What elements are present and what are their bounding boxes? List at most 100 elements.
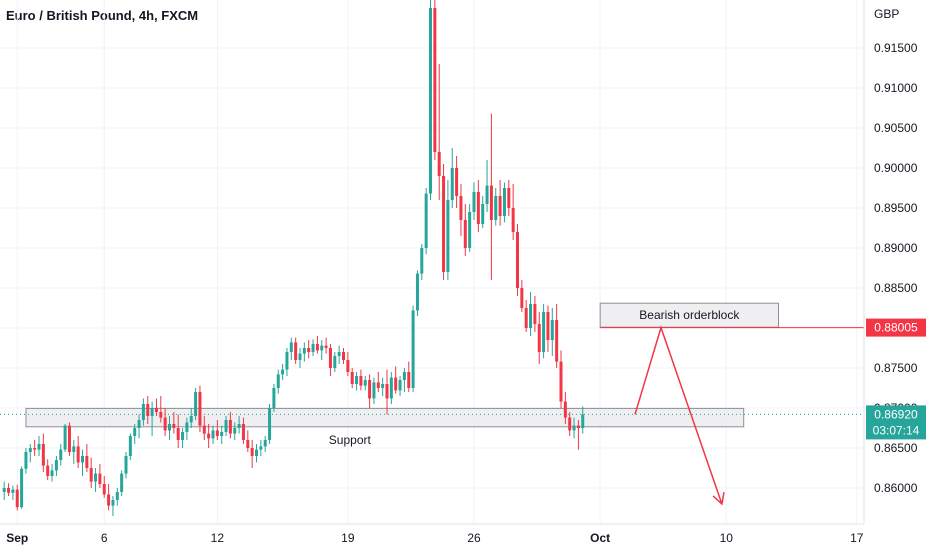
candle-up	[63, 424, 67, 452]
candle-body	[350, 372, 354, 384]
candle-body	[324, 345, 328, 348]
candle-up	[128, 433, 132, 460]
candle-body	[576, 425, 580, 428]
candle-body	[46, 465, 50, 476]
candle-body	[181, 432, 185, 440]
candle-body	[220, 432, 224, 436]
candle-body	[120, 473, 124, 492]
candle-up	[398, 376, 402, 396]
candle-body	[176, 428, 180, 440]
candle-down	[342, 348, 345, 364]
candle-down	[241, 417, 245, 444]
time-tick-label: Oct	[590, 531, 610, 545]
candle-up	[150, 401, 154, 436]
candle-body	[311, 344, 315, 352]
candle-up	[363, 376, 367, 391]
candle-down	[294, 337, 298, 364]
candle-up	[237, 416, 241, 434]
candle-up	[185, 417, 189, 440]
candle-body	[572, 425, 576, 431]
candle-body	[2, 488, 6, 492]
candle-body	[263, 440, 267, 447]
candle-down	[85, 444, 89, 472]
time-tick-label: Sep	[6, 531, 28, 545]
candle-down	[98, 464, 102, 488]
candle-body	[476, 192, 480, 224]
candle-body	[472, 192, 476, 212]
candle-body	[54, 460, 58, 471]
price-axis-bg[interactable]	[864, 0, 932, 550]
candle-up	[450, 148, 454, 208]
candle-up	[181, 428, 185, 448]
candle-down	[520, 280, 524, 312]
candle-up	[355, 372, 359, 391]
candle-body	[7, 488, 11, 493]
candle-body	[15, 489, 19, 508]
candle-body	[302, 348, 306, 354]
candle-up	[255, 444, 258, 463]
candle-body	[59, 449, 63, 460]
candle-down	[176, 414, 180, 448]
candle-body	[581, 414, 585, 428]
candle-body	[67, 425, 71, 452]
candle-body	[85, 456, 89, 468]
candle-body	[455, 168, 459, 196]
candle-down	[563, 392, 567, 424]
candle-up	[446, 180, 450, 280]
candle-up	[424, 188, 428, 255]
candle-body	[498, 196, 502, 216]
candle-body	[76, 446, 80, 463]
candle-up	[120, 470, 124, 496]
candle-down	[533, 296, 537, 332]
candle-body	[550, 320, 554, 340]
candle-up	[124, 452, 128, 479]
price-tick-label: 0.89000	[874, 241, 918, 255]
candle-up	[20, 466, 24, 509]
candle-body	[185, 422, 189, 432]
candle-body	[555, 320, 559, 362]
projection-path	[634, 325, 723, 505]
candle-body	[376, 382, 380, 388]
candle-down	[159, 396, 163, 423]
candle-body	[437, 152, 441, 176]
candle-body	[450, 168, 454, 200]
candle-body	[276, 374, 280, 388]
candle-up	[572, 417, 576, 439]
candle-up	[28, 444, 32, 463]
candle-body	[281, 369, 285, 375]
candle-down	[324, 337, 328, 354]
candle-up	[285, 348, 289, 376]
price-tick-label: 0.91000	[874, 81, 918, 95]
candle-body	[529, 304, 533, 328]
price-badges: 0.88005 0.86920 03:07:14	[866, 318, 926, 440]
candle-down	[568, 412, 572, 436]
candle-body	[89, 468, 93, 482]
price-tick-label: 0.86500	[874, 441, 918, 455]
candle-body	[289, 342, 293, 352]
candle-body	[294, 342, 298, 360]
candle-body	[563, 401, 567, 418]
price-tick-label: 0.90000	[874, 161, 918, 175]
candle-up	[337, 345, 341, 364]
chart-title: Euro / British Pound, 4h, FXCM	[6, 8, 199, 23]
candle-up	[494, 188, 498, 226]
candle-up	[211, 425, 215, 444]
candle-down	[154, 398, 158, 416]
candle-up	[276, 369, 280, 394]
candle-body	[20, 468, 24, 508]
candle-body	[198, 392, 202, 426]
candle-body	[137, 420, 141, 428]
candle-up	[302, 342, 306, 362]
candle-down	[202, 416, 206, 440]
candle-down	[407, 361, 411, 392]
candles	[2, 0, 585, 516]
candle-body	[41, 444, 45, 466]
candle-body	[459, 196, 463, 220]
candle-down	[207, 424, 211, 448]
candle-down	[250, 440, 254, 468]
candle-down	[215, 420, 219, 440]
candle-down	[368, 374, 372, 408]
candle-body	[272, 388, 276, 408]
candle-down	[102, 476, 106, 498]
